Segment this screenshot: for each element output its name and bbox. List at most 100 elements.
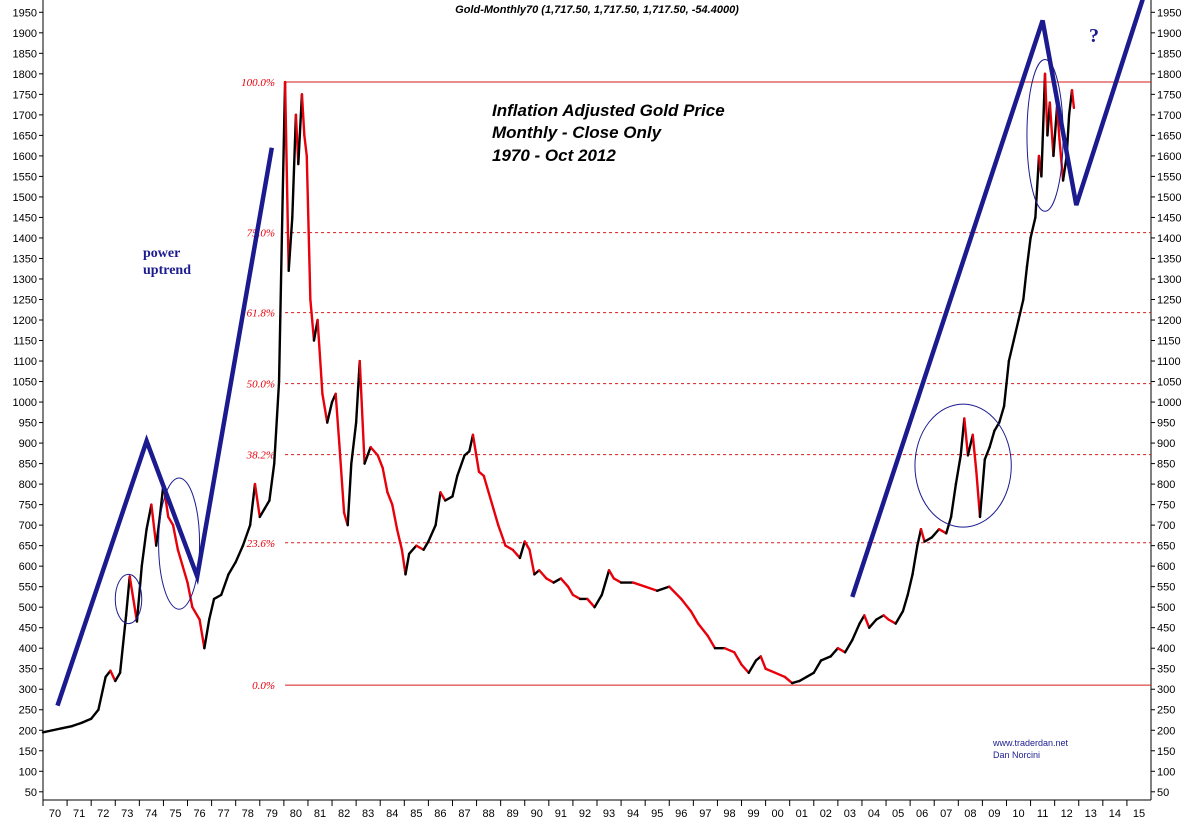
price-segment [1058,138,1065,182]
price-segment [518,540,526,560]
price-segment [283,80,290,272]
price-segment [395,528,404,551]
price-segment [61,724,74,730]
x-tick-label: 05 [892,808,904,820]
price-segment [858,614,866,625]
question-mark-annotation: ? [1089,25,1099,47]
y-tick-label-left: 1600 [13,151,37,163]
y-tick-label-right: 1000 [1157,397,1181,409]
price-segment [1029,216,1037,240]
price-segment [171,523,180,551]
x-tick-label: 81 [314,808,326,820]
price-segment [612,577,623,584]
y-tick-label-left: 950 [19,418,37,430]
price-segment [145,503,153,531]
y-tick-label-right: 300 [1157,684,1175,696]
price-segment [1025,236,1032,268]
trend-annotations [55,0,1145,707]
price-segment [1017,298,1025,322]
x-tick-label: 98 [723,808,735,820]
price-segment [954,454,962,486]
x-tick-label: 88 [482,808,494,820]
price-segment [97,675,107,711]
price-segment [528,548,536,576]
x-tick-label: 76 [193,808,205,820]
price-segment [376,454,384,469]
price-segment [191,605,201,621]
x-tick-label: 09 [988,808,1000,820]
x-tick-label: 03 [844,808,856,820]
price-segment [523,540,531,551]
x-tick-label: 82 [338,808,350,820]
price-segment [1022,265,1029,301]
x-tick-label: 70 [49,808,61,820]
y-tick-label-right: 350 [1157,664,1175,676]
price-segment [783,675,794,685]
price-segment [867,618,878,629]
y-tick-label-right: 700 [1157,520,1175,532]
y-tick-label-left: 350 [19,664,37,676]
highlight-circle [1026,58,1064,212]
price-segment [829,647,840,658]
price-segment [487,491,495,510]
fib-level-label: 61.8% [247,308,275,320]
y-axis-right: 50 100 150 200 250 300 350 400 450 500 550 600 650 70… [1151,7,1181,799]
highlight-circle [114,573,143,625]
x-tick-label: 86 [434,808,446,820]
chart-header: Gold-Monthly70 (1,717.50, 1,717.50, 1,71… [455,4,739,16]
price-segment [747,659,758,675]
y-tick-label-right: 1900 [1157,28,1181,40]
y-tick-label-left: 750 [19,500,37,512]
price-segment [400,548,407,576]
price-segment [273,380,281,465]
price-segment [263,499,271,510]
y-tick-label-left: 1550 [13,171,37,183]
price-segment [155,515,162,547]
y-tick-label-left: 600 [19,561,37,573]
price-segment [1012,318,1020,342]
trend-line [850,0,1145,598]
y-tick-label-right: 1100 [1157,356,1181,368]
x-tick-label: 91 [555,808,567,820]
y-tick-label-left: 1000 [13,397,37,409]
price-segment [128,575,135,601]
price-segment [176,548,184,568]
y-tick-label-right: 250 [1157,705,1175,717]
price-segment [167,515,175,527]
y-tick-label-left: 650 [19,541,37,553]
fib-level-label: 0.0% [252,680,275,692]
x-tick-label: 95 [651,808,663,820]
x-tick-label: 89 [507,808,519,820]
x-tick-label: 90 [531,808,543,820]
y-tick-label-right: 1150 [1157,336,1181,348]
price-segment [1052,105,1059,158]
fib-level-label: 100.0% [241,77,275,89]
price-segment [945,515,953,535]
x-tick-label: 01 [796,808,808,820]
price-segment [559,577,570,588]
price-segment [135,564,143,623]
x-tick-label: 74 [145,808,157,820]
price-segment [843,638,854,654]
y-tick-label-left: 1100 [13,356,37,368]
y-tick-label-left: 900 [19,438,37,450]
x-tick-label: 13 [1085,808,1097,820]
price-segment [819,655,832,662]
x-tick-label: 08 [964,808,976,820]
y-tick-label-left: 100 [19,766,37,778]
price-segment [919,528,926,543]
y-tick-label-right: 1350 [1157,253,1181,265]
y-tick-label-right: 1500 [1157,192,1181,204]
price-segment [363,445,372,465]
price-segment [545,577,555,584]
price-segment [297,93,304,166]
price-segment [303,134,308,158]
price-segment [268,462,276,502]
price-segment [511,548,522,560]
y-axis-left: 50 100 150 200 250 300 350 400 450 500 550 600 650 70… [13,7,43,799]
x-tick-label: 10 [1012,808,1024,820]
x-axis: 70 71 72 73 74 75 76 77 78 79 80 81 82 83 84 85 86 87 88 89… [42,800,1145,820]
price-segment [836,647,847,654]
price-segment [723,647,736,654]
y-tick-label-left: 1700 [13,110,37,122]
